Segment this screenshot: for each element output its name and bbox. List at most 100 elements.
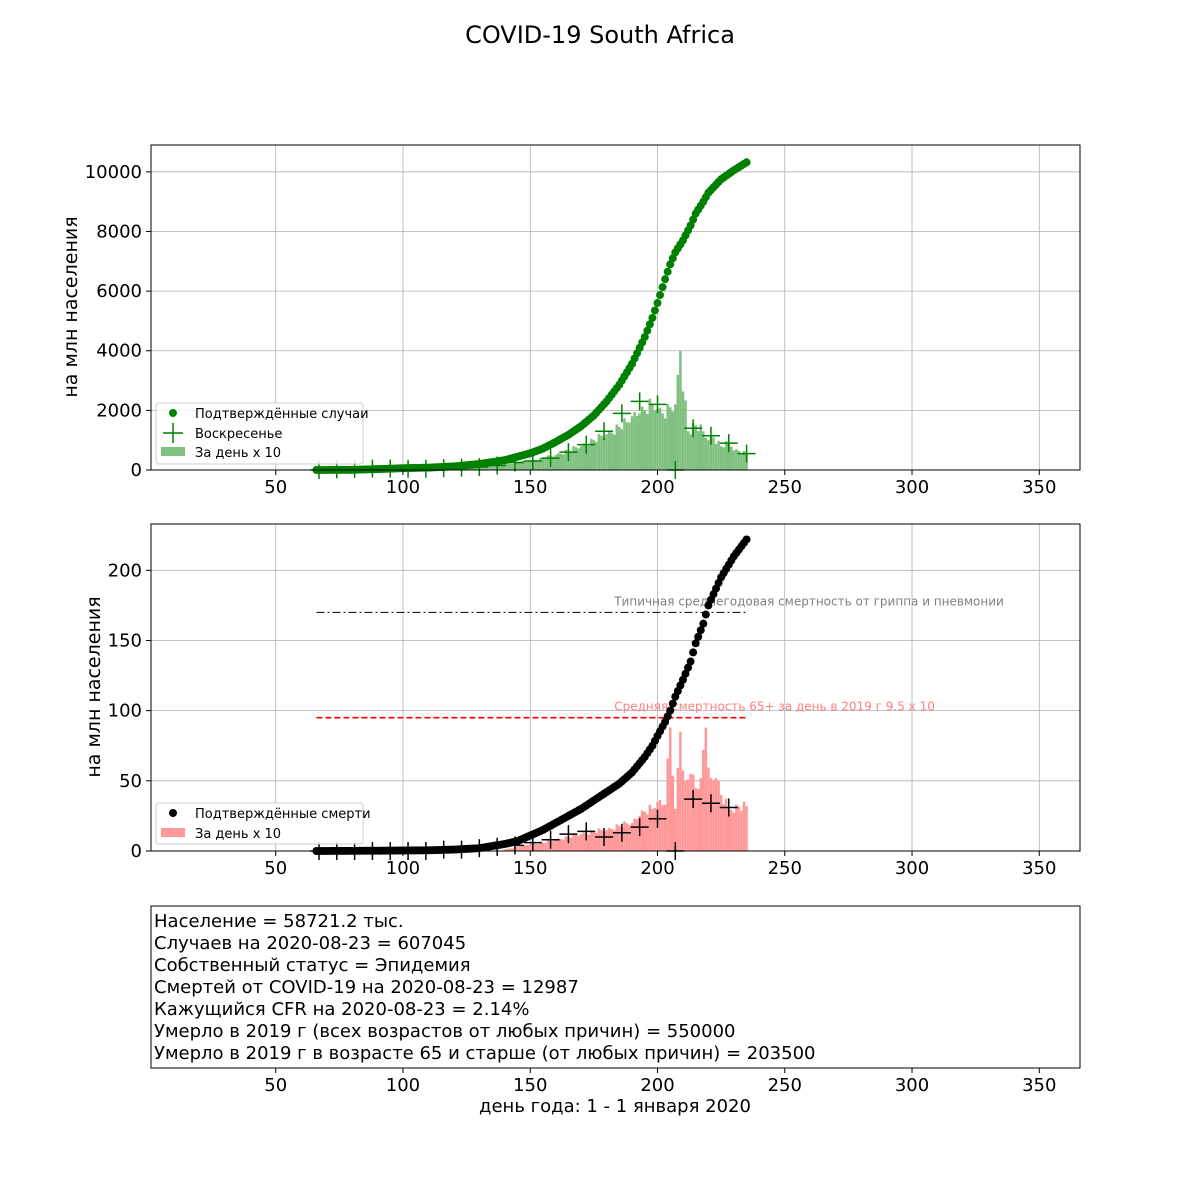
daily-bar (682, 770, 685, 851)
daily-bar (598, 828, 601, 851)
x-tick-label: 100 (386, 858, 420, 879)
daily-bar (633, 412, 636, 470)
y-tick-label: 100 (108, 701, 142, 722)
x-tick-label: 150 (513, 477, 547, 498)
daily-bar (738, 806, 741, 851)
daily-bar (572, 446, 575, 470)
x-tick-label: 250 (768, 1075, 802, 1096)
daily-bar (674, 404, 677, 470)
daily-bar (618, 826, 621, 851)
daily-bar (539, 458, 542, 470)
daily-bar (631, 416, 634, 470)
daily-bar (689, 434, 692, 470)
daily-bar (621, 429, 624, 470)
daily-bar (654, 808, 657, 851)
daily-bar (595, 833, 598, 851)
daily-bar (544, 459, 547, 470)
x-tick-label: 300 (895, 1075, 929, 1096)
daily-bar (600, 436, 603, 470)
daily-bar (743, 802, 746, 851)
daily-bar (544, 843, 547, 851)
daily-bar (560, 454, 563, 470)
info-line-died-2019: Умерло в 2019 г (всех возрастов от любых… (154, 1021, 736, 1042)
daily-bar (730, 447, 733, 470)
daily-bar (694, 788, 697, 851)
daily-bar (493, 466, 496, 470)
daily-bar (608, 430, 611, 470)
daily-bar (646, 414, 649, 470)
cumulative-point (743, 158, 751, 166)
daily-bar (565, 450, 568, 470)
daily-bar (669, 407, 672, 470)
sunday-marker (453, 841, 471, 859)
y-tick-label: 10000 (85, 162, 142, 183)
daily-bar (643, 812, 646, 851)
daily-bar (616, 425, 619, 471)
x-tick-label: 350 (1022, 1075, 1056, 1096)
sunday-marker (381, 460, 399, 478)
daily-bar (610, 829, 613, 851)
daily-bar (552, 841, 555, 851)
x-tick-label: 250 (768, 858, 802, 879)
daily-bar (671, 412, 674, 470)
y-tick-label: 200 (108, 560, 142, 581)
daily-bar (651, 404, 654, 470)
daily-bar (603, 437, 606, 470)
daily-bar (534, 844, 537, 851)
info-line-population: Население = 58721.2 тыс. (154, 911, 404, 932)
daily-bar (740, 811, 743, 851)
cumulative-point (653, 299, 661, 307)
deaths-axes-frame (151, 524, 1080, 851)
daily-bar (554, 840, 557, 851)
x-tick-label: 150 (513, 1075, 547, 1096)
sunday-marker (470, 839, 488, 857)
deaths-reference-lines: Типичная среднегодовая смертность от гри… (316, 594, 1003, 717)
legend-deaths-bar-label: За день х 10 (195, 827, 281, 842)
daily-bar (689, 774, 692, 851)
daily-bar (715, 444, 718, 470)
daily-bar (677, 375, 680, 470)
daily-bar (641, 407, 644, 470)
daily-bar (687, 780, 690, 851)
deaths-legend: Подтверждённые смерти За день х 10 (156, 803, 371, 844)
figure-title: COVID-19 South Africa (465, 21, 735, 49)
daily-bar (702, 750, 705, 851)
daily-bar (649, 805, 652, 851)
daily-bar (705, 438, 708, 470)
daily-bar (593, 831, 596, 851)
info-line-cfr: Кажущийся CFR на 2020-08-23 = 2.14% (154, 999, 529, 1020)
daily-bar (577, 448, 580, 470)
daily-bar (588, 446, 591, 470)
daily-bar (699, 424, 702, 470)
daily-bar (628, 422, 631, 470)
daily-bar (636, 416, 639, 470)
x-tick-label: 200 (640, 858, 674, 879)
daily-bar (664, 418, 667, 470)
sunday-marker (363, 460, 381, 478)
daily-bar (740, 454, 743, 470)
daily-bar (575, 447, 578, 470)
daily-bar (623, 821, 626, 851)
daily-bar (651, 809, 654, 851)
daily-bar (608, 828, 611, 851)
legend-deaths-marker (169, 809, 177, 817)
daily-bar (712, 780, 715, 851)
daily-bar (677, 768, 680, 851)
daily-bar (588, 835, 591, 851)
y-tick-label: 50 (119, 771, 142, 792)
daily-bar (646, 814, 649, 851)
daily-bar (733, 813, 736, 851)
daily-bar (730, 810, 733, 851)
daily-bar (702, 431, 705, 470)
daily-bar (537, 844, 540, 851)
daily-bar (557, 453, 560, 470)
x-tick-label: 250 (768, 477, 802, 498)
cumulative-point (669, 700, 677, 708)
daily-bar (692, 775, 695, 851)
daily-bar (524, 845, 527, 851)
x-tick-label: 350 (1022, 477, 1056, 498)
sunday-marker (435, 459, 453, 477)
legend-cases-bar-label: За день х 10 (195, 446, 281, 461)
